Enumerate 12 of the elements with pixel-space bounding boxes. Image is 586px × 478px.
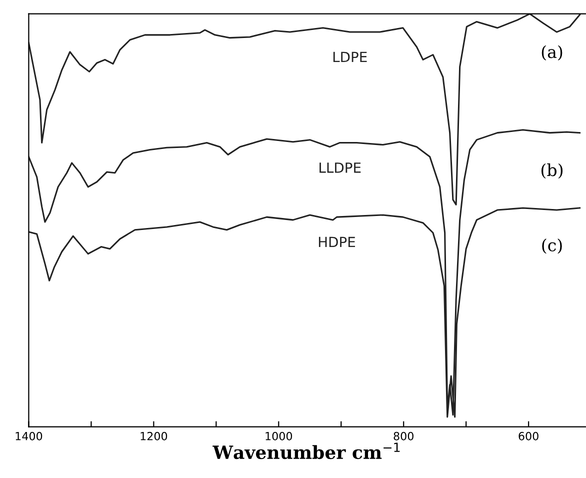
x-tick-label: 1400 xyxy=(16,432,42,440)
annotation: (b) xyxy=(541,163,563,179)
series-label: HDPE xyxy=(318,236,355,248)
x-tick-label: 600 xyxy=(518,432,538,440)
annotation: (c) xyxy=(542,238,562,254)
annotation: (a) xyxy=(542,45,562,61)
series-label: LDPE xyxy=(333,52,367,62)
x-axis-title: Wavenumber cm$^{−1}$ xyxy=(212,442,400,460)
series-label: LLDPE xyxy=(320,162,361,173)
x-tick-label: 800 xyxy=(394,432,414,440)
x-tick-label: 1000 xyxy=(266,432,292,440)
x-tick-label: 1200 xyxy=(140,432,168,440)
